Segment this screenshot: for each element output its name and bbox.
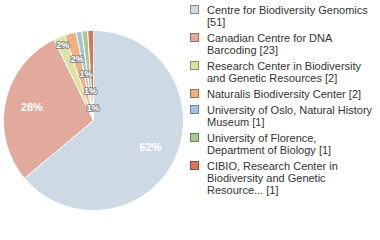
svg-text:62%: 62% <box>140 141 162 153</box>
html-text:CIBIO, Research Center in Biod: CIBIO, Research Center in Biodiversity a… <box>207 160 338 196</box>
svg-text:2%: 2% <box>71 54 84 64</box>
svg-text:1%: 1% <box>79 69 92 79</box>
html-text:Centre for Biodiversity Genomi: Centre for Biodiversity Genomics [51] <box>207 4 368 28</box>
html-text:Canadian Centre for DNA Barcod: Canadian Centre for DNA Barcoding [23] <box>207 32 332 56</box>
svg-text:2%: 2% <box>56 40 69 50</box>
svg-text:1%: 1% <box>84 86 97 96</box>
html-text:University of Oslo, Natural Hi: University of Oslo, Natural History Muse… <box>207 104 372 128</box>
svg-text:1%: 1% <box>87 103 100 113</box>
html-text:Naturalis Biodiversity Center: Naturalis Biodiversity Center [2] <box>207 88 362 100</box>
svg-text:28%: 28% <box>21 101 43 113</box>
html-text:Research Center in Biodiversit: Research Center in Biodiversity and Gene… <box>207 60 362 84</box>
html-text:University of Florence, Depart: University of Florence, Department of Bi… <box>207 132 332 156</box>
